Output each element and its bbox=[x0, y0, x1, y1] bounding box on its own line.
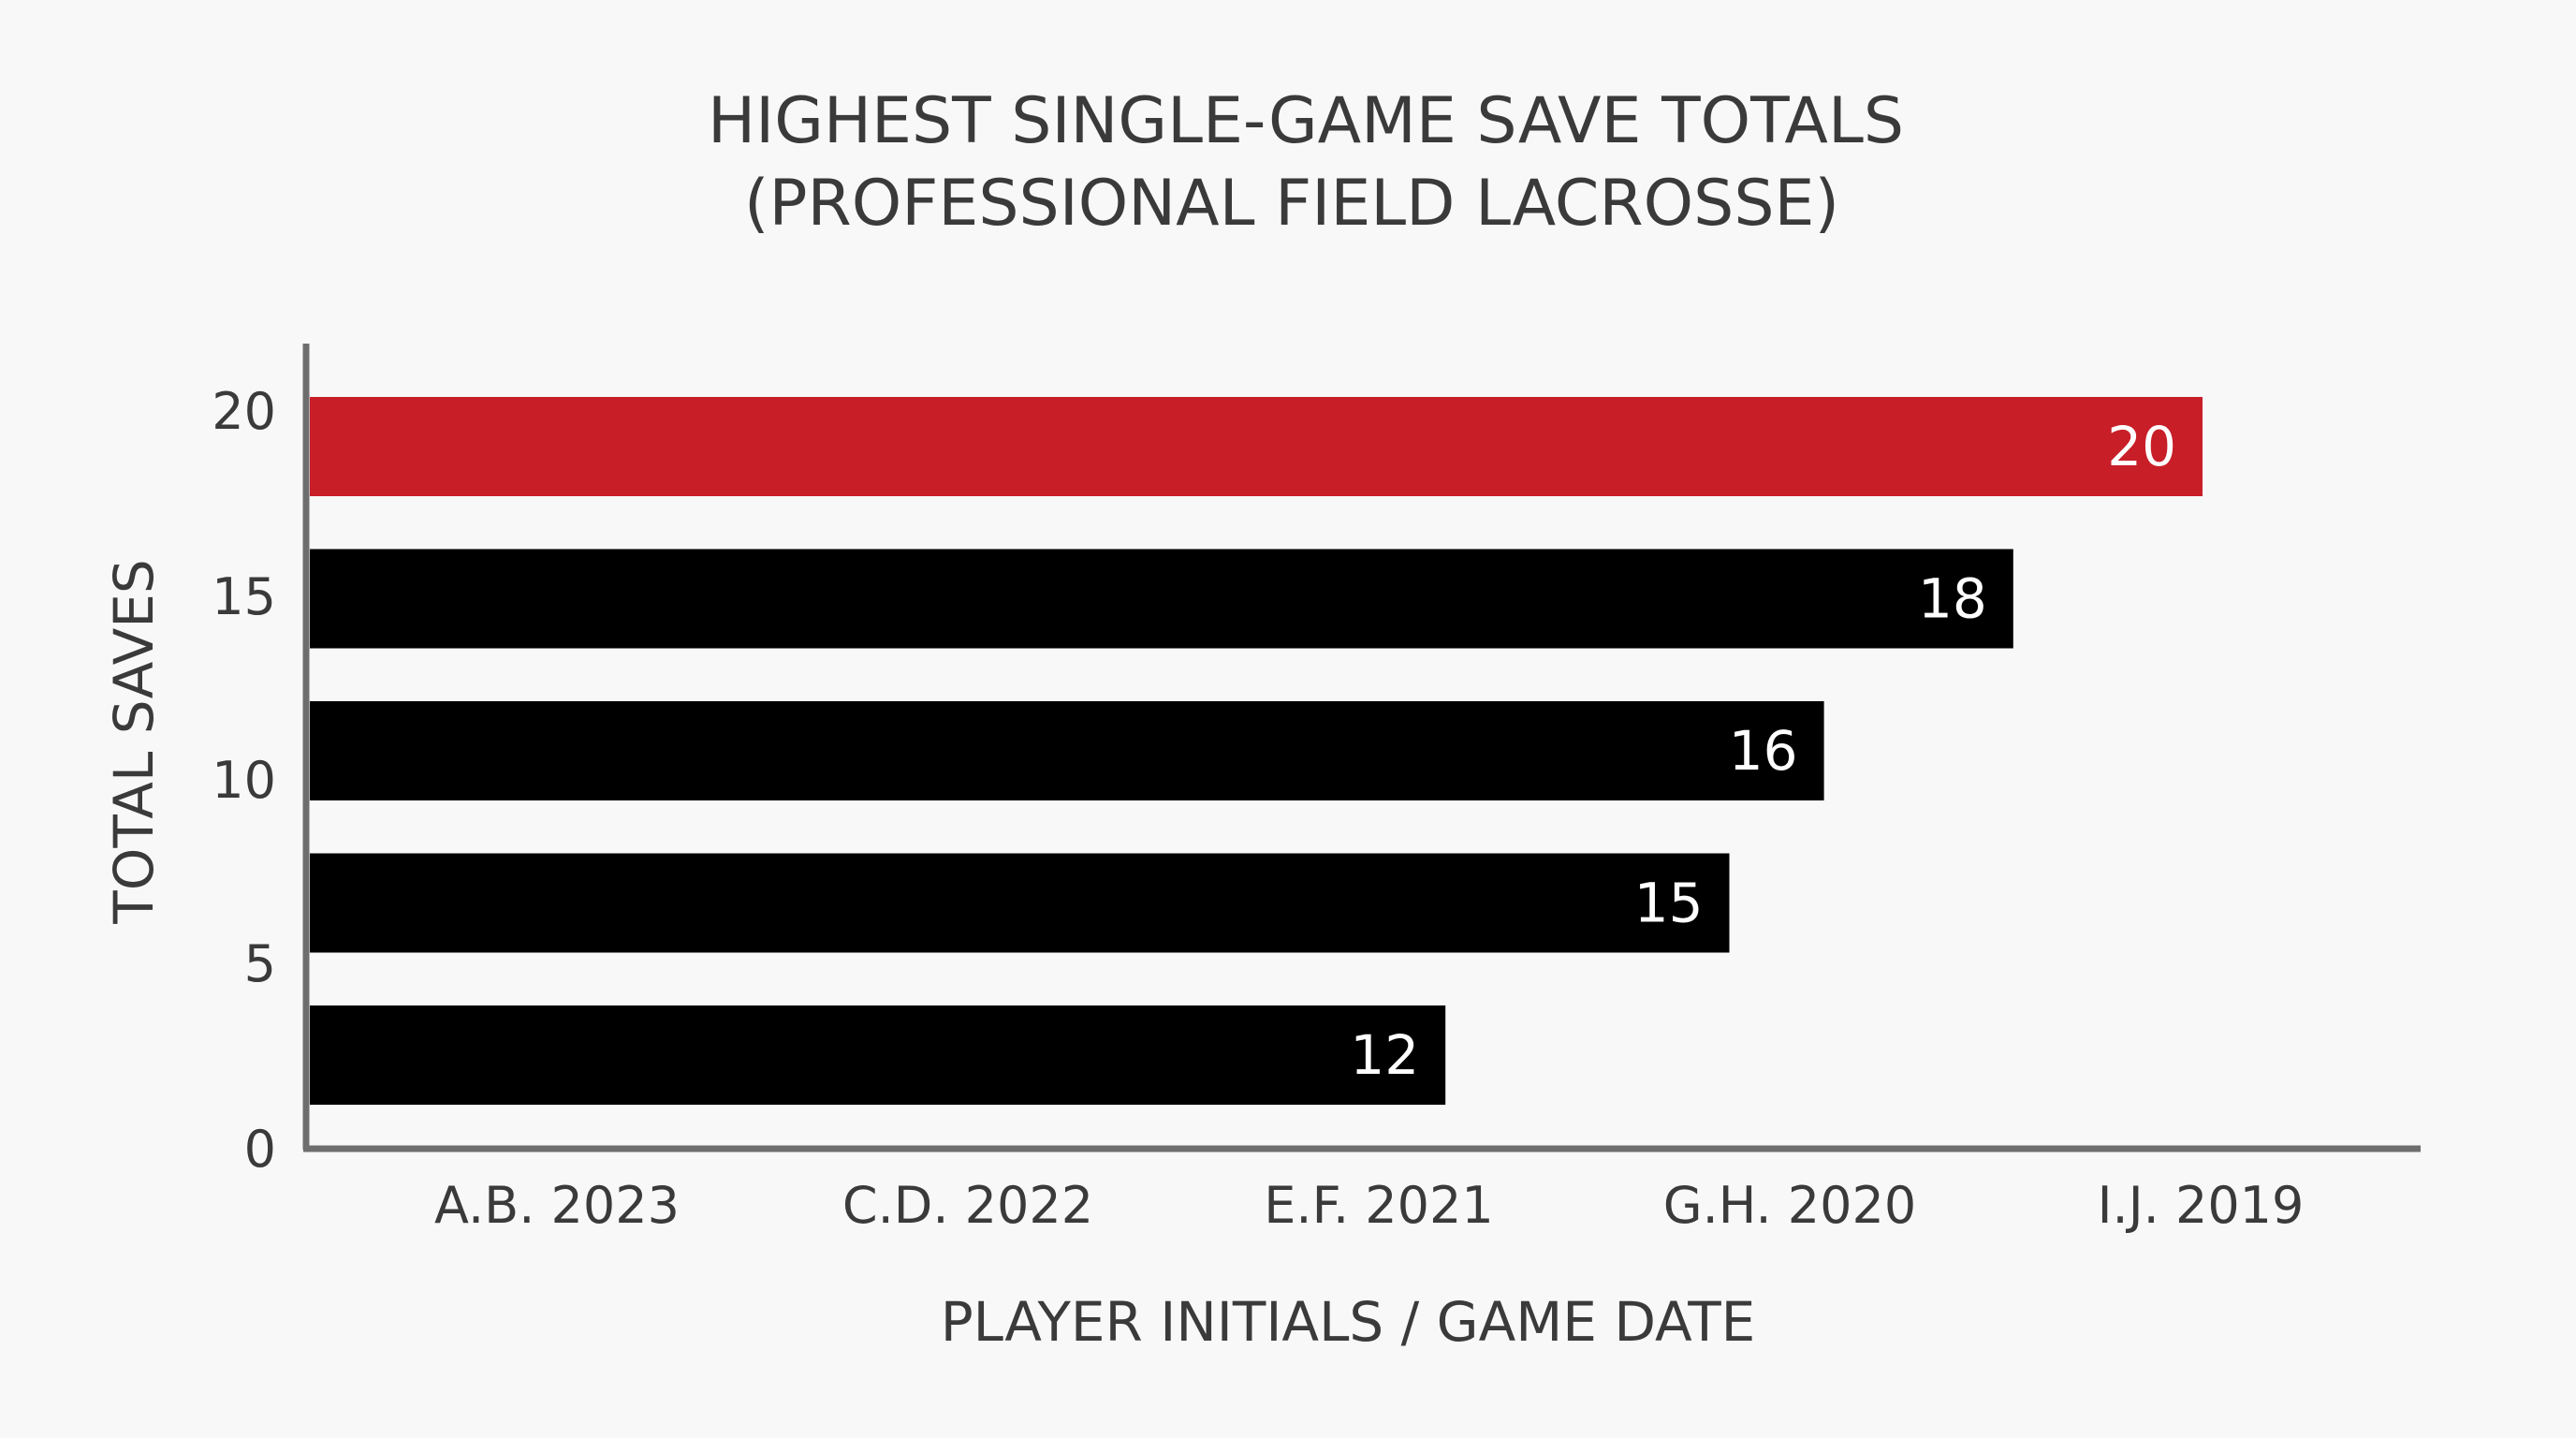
bar-4 bbox=[310, 853, 1730, 953]
bar-value-label-3: 16 bbox=[1729, 719, 1798, 783]
x-tick-label-2: C.D. 2022 bbox=[842, 1176, 1093, 1235]
x-tick-label-4: G.H. 2020 bbox=[1663, 1176, 1916, 1235]
x-tick-labels: A.B. 2023 C.D. 2022 E.F. 2021 G.H. 2020 I.J.… bbox=[434, 1176, 2304, 1235]
x-axis-title: PLAYER INITIALS / GAME DATE bbox=[941, 1290, 1756, 1354]
bars-group bbox=[310, 397, 2203, 1105]
chart-title-line-2: (PROFESSIONAL FIELD LACROSSE) bbox=[744, 167, 1839, 241]
y-tick-label-10: 10 bbox=[212, 751, 276, 810]
x-tick-label-5: I.J. 2019 bbox=[2098, 1176, 2305, 1235]
bar-value-label-1: 20 bbox=[2107, 415, 2176, 478]
bar-value-label-2: 18 bbox=[1918, 567, 1987, 631]
bar-2 bbox=[310, 549, 2013, 649]
bar-1 bbox=[310, 397, 2203, 496]
y-tick-labels: 20 15 10 5 0 bbox=[212, 382, 276, 1179]
y-tick-label-20: 20 bbox=[212, 382, 276, 441]
x-tick-label-1: A.B. 2023 bbox=[434, 1176, 680, 1235]
chart-title-line-1: HIGHEST SINGLE-GAME SAVE TOTALS bbox=[708, 84, 1904, 158]
value-labels-group: 20 18 16 15 12 bbox=[1350, 415, 2176, 1087]
y-tick-label-15: 15 bbox=[212, 567, 276, 626]
bar-value-label-4: 15 bbox=[1634, 872, 1704, 935]
y-tick-label-0: 0 bbox=[244, 1120, 276, 1179]
x-tick-label-3: E.F. 2021 bbox=[1264, 1176, 1493, 1235]
bar-3 bbox=[310, 701, 1824, 800]
bar-5 bbox=[310, 1005, 1446, 1105]
y-axis-title: TOTAL SAVES bbox=[102, 559, 166, 924]
bar-value-label-5: 12 bbox=[1350, 1023, 1419, 1087]
y-tick-label-5: 5 bbox=[244, 934, 276, 993]
